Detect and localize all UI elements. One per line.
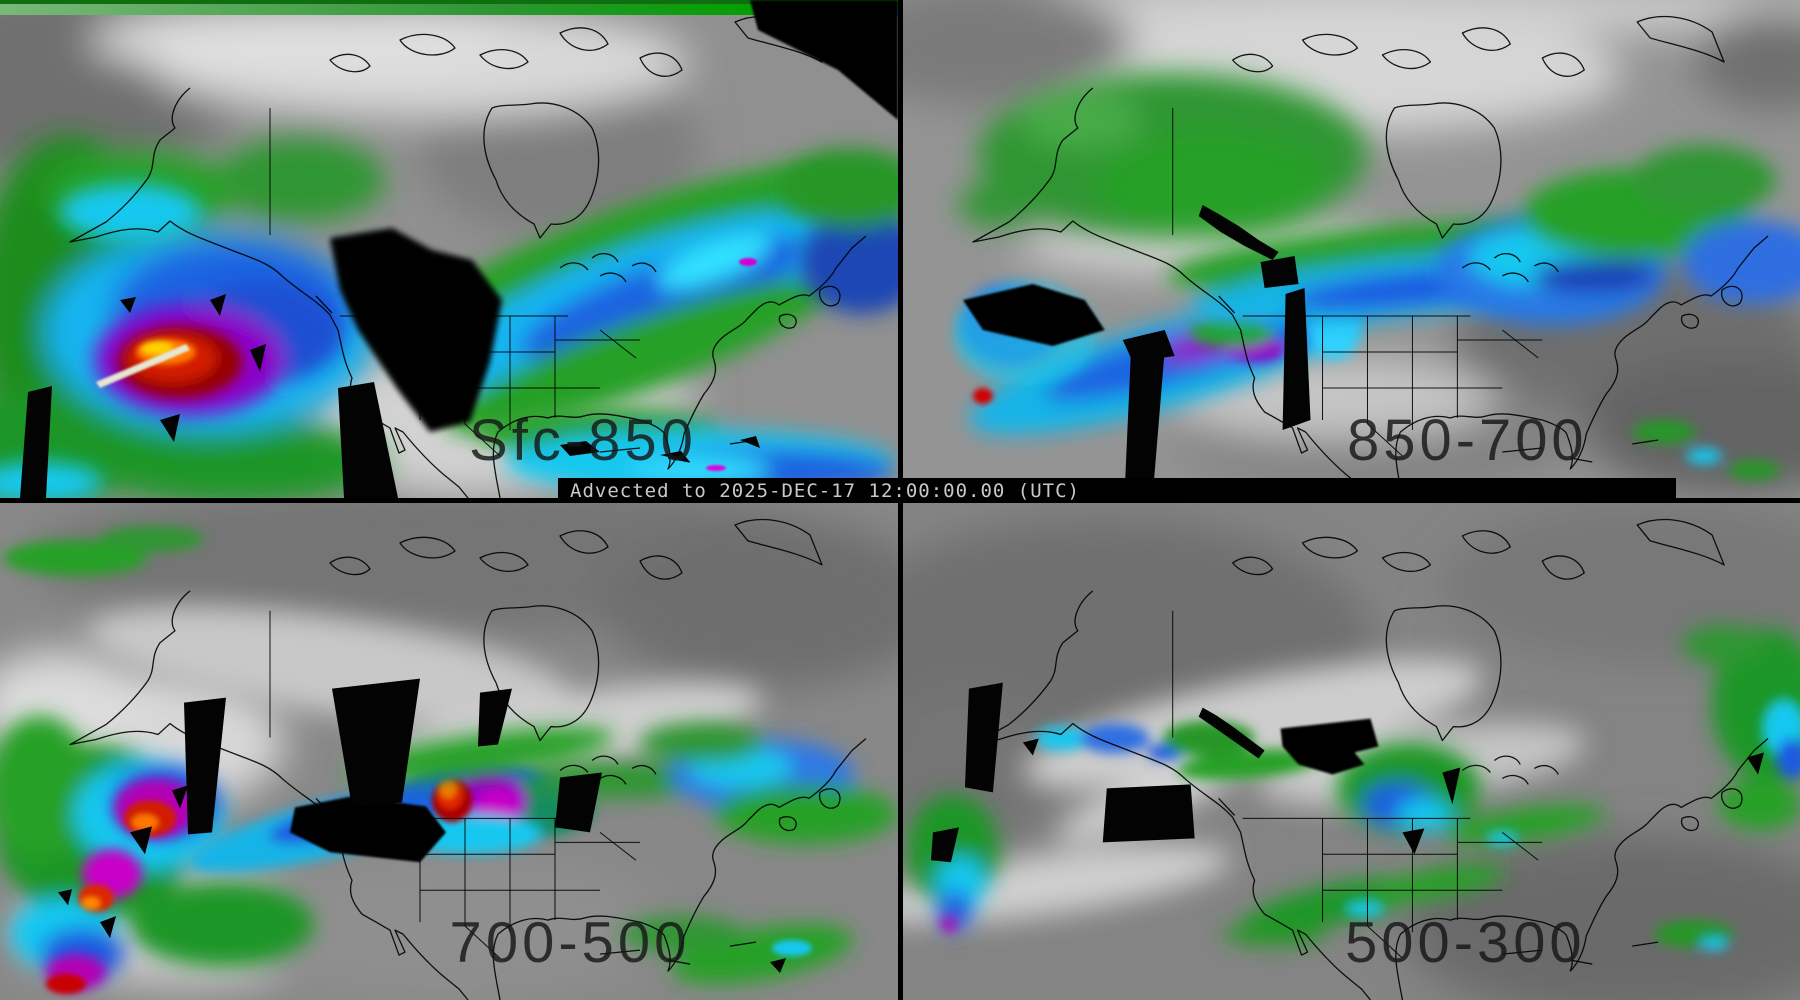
missing-data-wedges [20, 0, 898, 498]
panel-label-850-700: 850-700 [1347, 409, 1588, 473]
panel-label-500-300: 500-300 [1345, 911, 1586, 975]
missing-data-wedges [962, 205, 1311, 496]
panel-500-300: 500-300 [903, 503, 1800, 1000]
missing-data-wedges [58, 678, 786, 974]
top-green-line [0, 0, 898, 4]
panel-label-700-500: 700-500 [450, 911, 691, 975]
banner-text: Advected to 2025-DEC-17 12:00:00.00 (UTC… [570, 479, 1080, 502]
panel-700-500: 700-500 [0, 503, 898, 1000]
panel-850-700: 850-700 [903, 0, 1800, 498]
cloud-field [903, 0, 1800, 495]
panel-label-sfc-850: Sfc-850 [469, 408, 697, 473]
advection-timestamp-banner: Advected to 2025-DEC-17 12:00:00.00 (UTC… [558, 478, 1676, 503]
missing-data-wedges [930, 682, 1765, 863]
panel-sfc-850: Sfc-850 [0, 0, 898, 498]
